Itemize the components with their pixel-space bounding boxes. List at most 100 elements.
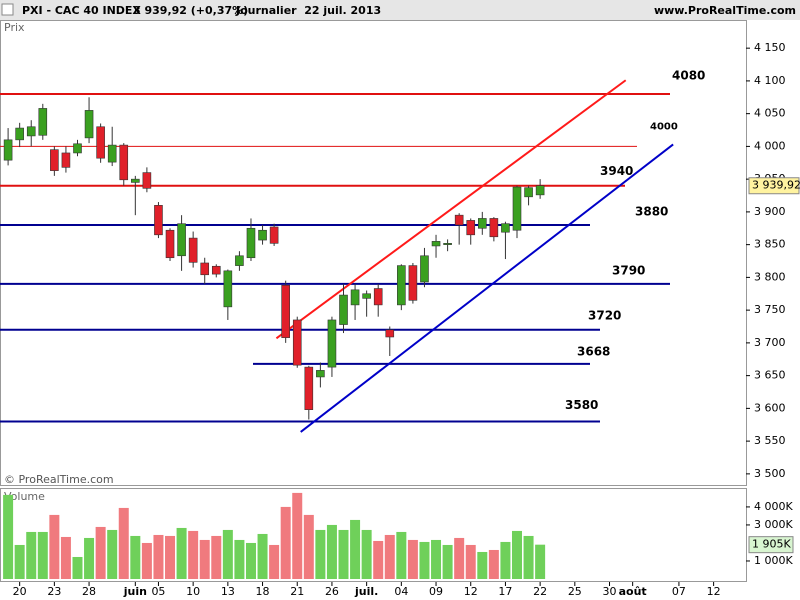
- candle-body: [15, 127, 24, 141]
- candle-body: [524, 187, 533, 198]
- candle-body: [443, 243, 452, 245]
- volume-bar: [442, 544, 453, 579]
- candle-body: [107, 144, 117, 163]
- level-label: 3720: [588, 308, 621, 322]
- candle-body: [373, 288, 383, 306]
- volume-bar: [165, 535, 176, 579]
- volume-bar: [26, 531, 37, 579]
- x-tick-label: 17: [498, 585, 512, 598]
- volume-bar: [257, 533, 268, 579]
- candle-body: [304, 366, 314, 410]
- y-tick-label: 3 550: [754, 434, 786, 447]
- volume-bar: [338, 529, 349, 579]
- level-label: 3940: [600, 164, 633, 178]
- y-tick-label: 3 600: [754, 401, 786, 414]
- x-tick-label: 23: [47, 585, 61, 598]
- x-tick-label: 26: [325, 585, 339, 598]
- symbol: PXI - CAC 40 INDEX: [22, 4, 141, 17]
- volume-bar: [511, 530, 522, 579]
- y-tick-label: 3 850: [754, 238, 786, 251]
- volume-bar: [199, 539, 210, 579]
- candle-body: [73, 143, 82, 154]
- x-tick-label: 12: [707, 585, 721, 598]
- last-price-label: 3 939,92: [752, 179, 800, 192]
- candle-body: [96, 126, 105, 159]
- candle-body: [258, 229, 267, 241]
- trend-line: [275, 79, 627, 340]
- candle-body: [316, 370, 325, 378]
- y-tick-label: 3 700: [754, 336, 786, 349]
- candle-body: [350, 289, 360, 306]
- volume-bar: [535, 544, 546, 579]
- candle-body: [327, 319, 337, 368]
- volume-bar: [292, 492, 303, 579]
- candle-body: [119, 144, 129, 181]
- volume-bar: [176, 527, 187, 579]
- volume-bar: [153, 534, 164, 579]
- volume-label: Volume: [4, 490, 45, 503]
- volume-bar: [303, 514, 314, 579]
- volume-bar: [188, 530, 199, 579]
- volume-bar: [269, 544, 280, 579]
- y-tick-label: 3 650: [754, 369, 786, 382]
- candle-body: [397, 265, 406, 306]
- y-tick-label: 4 100: [754, 74, 786, 87]
- x-tick-label: août: [619, 585, 647, 598]
- x-tick-label: 30: [603, 585, 617, 598]
- volume-bar: [477, 551, 488, 579]
- volume-tick-label: 4 000K: [754, 500, 793, 513]
- y-tick-label: 3 500: [754, 467, 786, 480]
- volume-bar: [84, 537, 95, 579]
- candle-body: [38, 108, 48, 136]
- x-tick-label: 12: [464, 585, 478, 598]
- volume-bar: [3, 494, 14, 579]
- x-tick-label: 10: [186, 585, 200, 598]
- header-bar: [0, 0, 800, 20]
- volume-bar: [107, 529, 118, 579]
- candle-body: [477, 218, 487, 229]
- price-label: Prix: [4, 21, 25, 34]
- level-label: 3580: [565, 398, 598, 412]
- candle-body: [292, 319, 302, 366]
- x-tick-label: juin: [123, 585, 147, 598]
- volume-bar: [523, 535, 534, 579]
- y-tick-label: 4 000: [754, 139, 786, 152]
- candle-body: [512, 186, 522, 231]
- candle-body: [535, 185, 545, 196]
- level-label: 3790: [612, 263, 645, 277]
- volume-bar: [419, 541, 430, 579]
- volume-bar: [245, 542, 256, 579]
- volume-bar: [431, 539, 442, 579]
- x-tick-label: 07: [672, 585, 686, 598]
- volume-bar: [118, 507, 129, 579]
- candle-body: [489, 218, 499, 238]
- volume-bar: [361, 529, 372, 579]
- volume-bar: [60, 536, 71, 579]
- y-tick-label: 3 900: [754, 205, 786, 218]
- volume-bar: [315, 529, 326, 579]
- candle-body: [269, 226, 279, 244]
- volume-bar: [465, 544, 476, 579]
- y-tick-label: 3 800: [754, 270, 786, 283]
- candle-body: [84, 110, 94, 139]
- volume-bar: [407, 539, 418, 579]
- y-tick-label: 4 150: [754, 41, 786, 54]
- volume-bar: [222, 529, 233, 579]
- volume-bar: [454, 537, 465, 579]
- candle-body: [211, 265, 221, 275]
- volume-bar: [49, 514, 60, 579]
- volume-bar: [384, 534, 395, 579]
- price-panel: [0, 20, 747, 486]
- y-tick-label: 3 750: [754, 303, 786, 316]
- level-label: 4080: [672, 69, 705, 83]
- volume-bar: [95, 526, 106, 579]
- last-volume-label: 1 905K: [752, 538, 791, 551]
- x-tick-label: 05: [151, 585, 165, 598]
- volume-bar: [396, 531, 407, 579]
- candle-body: [61, 152, 71, 168]
- level-label: 3880: [635, 204, 668, 218]
- volume-bar: [211, 535, 222, 579]
- volume-bar: [280, 506, 291, 579]
- level-label: 3668: [577, 344, 610, 358]
